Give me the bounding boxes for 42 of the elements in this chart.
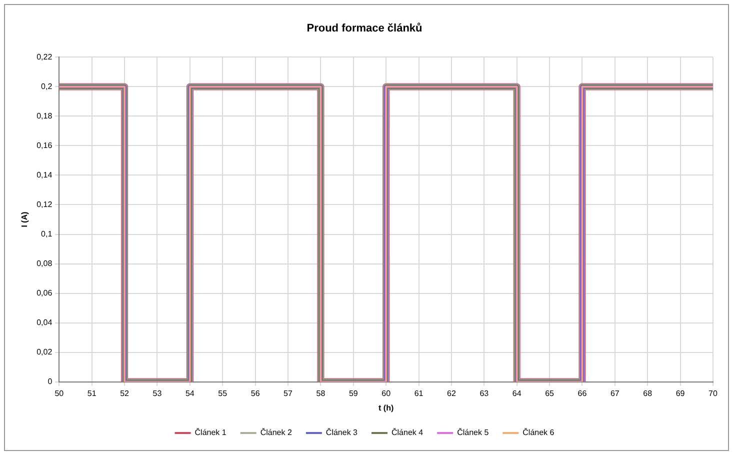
y-tick-label: 0,18	[36, 111, 53, 120]
x-tick-label: 62	[447, 388, 456, 398]
y-tick-label: 0,1	[41, 229, 53, 238]
y-tick-label: 0,16	[36, 140, 53, 150]
x-tick-label: 61	[414, 388, 424, 398]
legend-label: Článek 5	[457, 428, 490, 438]
x-tick-label: 53	[152, 388, 162, 398]
x-tick-label: 55	[218, 388, 228, 398]
x-tick-label: 70	[708, 388, 718, 398]
x-tick-label: 63	[480, 388, 490, 398]
y-tick-label: 0,14	[36, 170, 53, 180]
y-tick-label: 0,04	[36, 318, 53, 327]
y-tick-label: 0	[48, 377, 53, 386]
legend-label: Článek 1	[194, 428, 227, 438]
x-axis-title: t (h)	[378, 403, 394, 412]
legend-label: Článek 4	[392, 428, 424, 438]
x-tick-label: 67	[610, 388, 620, 398]
chart-title: Proud formace článků	[306, 22, 422, 35]
x-tick-label: 69	[676, 388, 686, 398]
x-tick-label: 57	[284, 388, 294, 398]
x-tick-label: 56	[250, 388, 260, 398]
x-tick-label: 68	[643, 388, 653, 398]
x-tick-label: 60	[382, 388, 392, 398]
legend-label: Článek 2	[260, 428, 292, 438]
y-tick-label: 0,08	[36, 258, 53, 268]
legend-label: Článek 6	[522, 428, 555, 438]
x-tick-label: 54	[185, 388, 195, 398]
y-axis-title: I (A)	[20, 211, 30, 228]
x-tick-label: 64	[512, 388, 522, 398]
x-tick-label: 58	[316, 388, 326, 398]
x-tick-label: 65	[545, 388, 555, 398]
y-tick-label: 0,22	[36, 52, 53, 62]
x-tick-label: 50	[54, 388, 64, 398]
y-tick-label: 0,06	[36, 288, 53, 298]
x-tick-label: 51	[87, 388, 97, 398]
y-tick-label: 0,2	[41, 82, 53, 91]
y-tick-label: 0,02	[36, 347, 53, 356]
x-tick-label: 52	[120, 388, 130, 398]
y-tick-label: 0,12	[36, 200, 53, 209]
x-tick-label: 66	[578, 388, 588, 398]
x-tick-label: 59	[348, 388, 358, 398]
legend-label: Článek 3	[326, 428, 358, 438]
